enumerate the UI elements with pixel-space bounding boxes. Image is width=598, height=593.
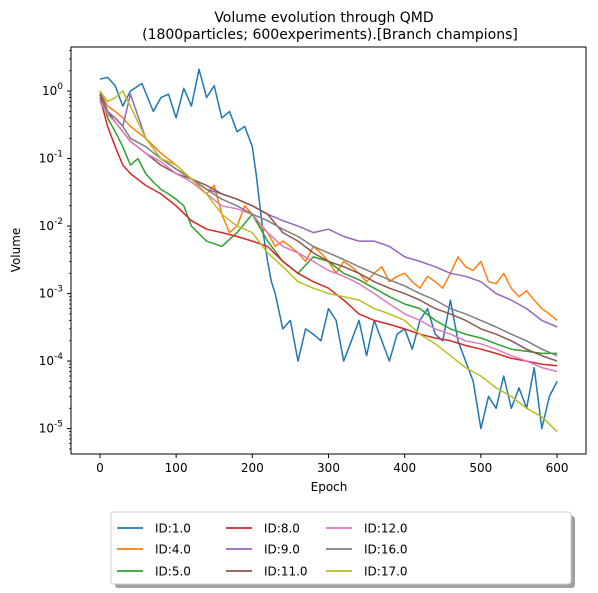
y-tick-label: 10-3 xyxy=(39,285,63,301)
y-tick-label: 10-1 xyxy=(39,150,63,166)
x-tick-label: 500 xyxy=(469,461,492,475)
x-axis-label: Epoch xyxy=(311,480,348,494)
x-tick-label: 100 xyxy=(165,461,188,475)
y-tick-label: 10-5 xyxy=(39,420,63,436)
chart-title-line-1: Volume evolution through QMD xyxy=(214,10,433,26)
legend-label: ID:8.0 xyxy=(264,522,300,536)
series-line-id-16-0 xyxy=(99,97,558,357)
legend-label: ID:1.0 xyxy=(155,522,191,536)
y-tick-label: 10-2 xyxy=(39,217,63,233)
series-layer xyxy=(99,68,558,433)
x-tick-label: 300 xyxy=(317,461,340,475)
x-tick-label: 400 xyxy=(393,461,416,475)
legend-label: ID:11.0 xyxy=(264,565,308,579)
series-line-id-17-0 xyxy=(99,90,558,433)
legend-label: ID:17.0 xyxy=(364,565,408,579)
y-axis: 100 10-1 10-2 10-3 10-4 10-5 xyxy=(39,50,71,450)
x-tick-label: 600 xyxy=(546,461,569,475)
legend: ID:1.0 ID:4.0 ID:5.0 ID:8.0 ID:9.0 ID:11.0 ID:… xyxy=(110,511,575,588)
legend-label: ID:12.0 xyxy=(364,522,408,536)
legend-label: ID:16.0 xyxy=(364,543,408,557)
y-tick-label: 10-4 xyxy=(39,352,64,368)
series-line-id-1-0 xyxy=(99,68,558,430)
series-line-id-12-0 xyxy=(99,101,558,373)
x-tick-label: 200 xyxy=(241,461,264,475)
y-tick-label: 100 xyxy=(42,82,63,98)
series-line-id-4-0 xyxy=(99,90,558,321)
series-line-id-11-0 xyxy=(99,93,558,362)
legend-label: ID:9.0 xyxy=(264,543,300,557)
y-axis-label: Volume xyxy=(9,228,23,273)
chart-title-line-2: (1800particles; 600experiments).[Branch … xyxy=(142,27,518,43)
legend-label: ID:4.0 xyxy=(155,543,191,557)
x-axis: 0 100 200 300 400 500 600 xyxy=(96,454,569,475)
series-line-id-8-0 xyxy=(99,97,558,367)
legend-box xyxy=(110,511,572,585)
x-tick-label: 0 xyxy=(96,461,104,475)
legend-label: ID:5.0 xyxy=(155,565,191,579)
